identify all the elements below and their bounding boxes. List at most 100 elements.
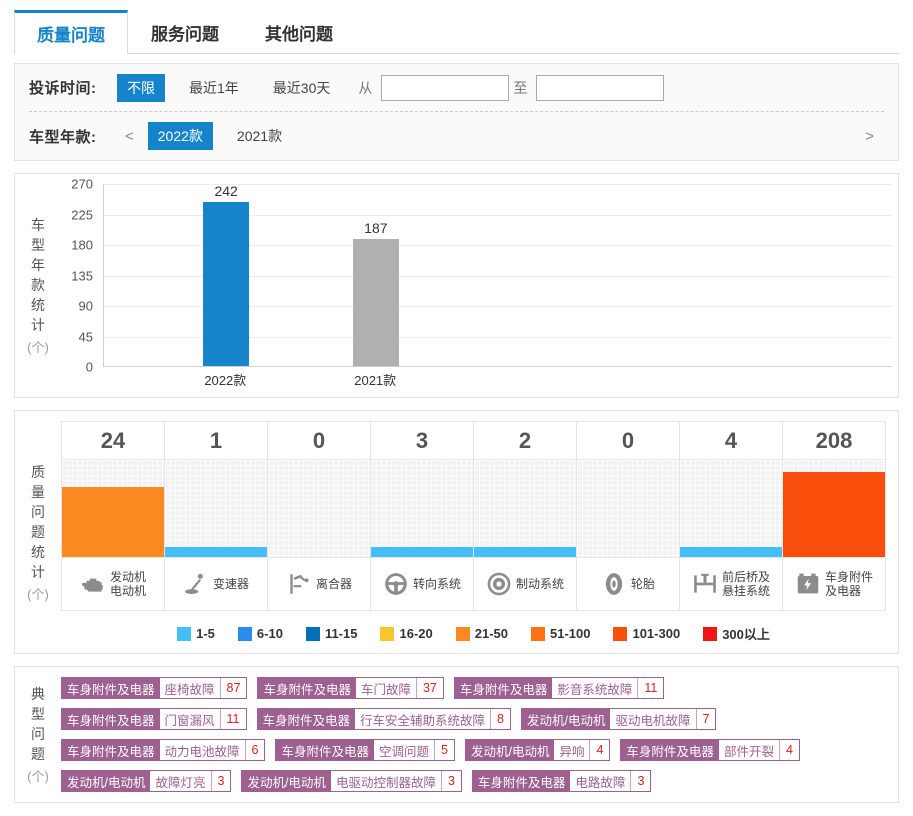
- legend-swatch: [703, 626, 718, 641]
- suspension-icon: [692, 571, 718, 597]
- y-tick: 90: [78, 298, 93, 314]
- quality-stats-card: 质量问题统计 (个) 24 发动机 电动机 1 变速器 0 离合器 3 转向系统 2 制动系统 0 轮…: [14, 410, 899, 654]
- to-label: 至: [513, 79, 528, 96]
- year-option-2022款[interactable]: 2022款: [147, 122, 213, 150]
- tag-count: 6: [251, 743, 259, 757]
- quality-footer: 制动系统: [474, 558, 576, 610]
- quality-bar-track: [165, 460, 267, 558]
- filter-row-year: 车型年款: < 2022款 2021款 >: [29, 112, 884, 160]
- problem-tag[interactable]: 车身附件及电器 空调问题 5: [275, 739, 455, 761]
- legend-item-6[interactable]: 101-300: [613, 626, 680, 641]
- tag-problem: 车门故障: [356, 678, 417, 698]
- legend-label: 11-15: [324, 626, 358, 641]
- year-option-group: 2022款 2021款: [147, 122, 306, 150]
- tab-1[interactable]: 服务问题: [128, 11, 242, 53]
- quality-column-7[interactable]: 208 车身附件 及电器: [783, 422, 886, 610]
- quality-column-5[interactable]: 0 轮胎: [577, 422, 680, 610]
- quality-count: 0: [268, 422, 370, 460]
- legend-item-0[interactable]: 1-5: [177, 626, 215, 641]
- tab-bar: 质量问题 服务问题 其他问题: [14, 10, 899, 54]
- legend-item-4[interactable]: 21-50: [455, 626, 508, 641]
- problem-tag[interactable]: 车身附件及电器 电路故障 3: [471, 770, 652, 792]
- quality-column-6[interactable]: 4 前后桥及 悬挂系统: [680, 422, 783, 610]
- tag-category: 车身附件及电器: [258, 678, 356, 698]
- legend-label: 16-20: [399, 626, 433, 641]
- gridline: [104, 245, 892, 246]
- quality-bar-track: [268, 460, 370, 558]
- time-option-最近1年[interactable]: 最近1年: [189, 79, 239, 96]
- quality-column-3[interactable]: 3 转向系统: [371, 422, 474, 610]
- quality-count: 2: [474, 422, 576, 460]
- tag-problem: 门窗漏风: [160, 709, 221, 729]
- engine-icon: [80, 571, 106, 597]
- tag-count: 11: [226, 712, 240, 726]
- legend-label: 21-50: [474, 626, 508, 641]
- quality-grid-area: 24 发动机 电动机 1 变速器 0 离合器 3 转向系统 2 制动系统 0 轮胎 4 前后桥及 悬挂系统…: [61, 411, 898, 653]
- legend-item-7[interactable]: 300以上: [703, 624, 770, 643]
- quality-system-label: 前后桥及 悬挂系统: [721, 570, 770, 598]
- next-year-arrow-icon[interactable]: >: [865, 127, 874, 145]
- tag-problem: 异响: [554, 740, 591, 760]
- legend-item-2[interactable]: 11-15: [305, 626, 358, 641]
- problem-tag[interactable]: 车身附件及电器 动力电池故障 6: [61, 739, 266, 761]
- problem-tag[interactable]: 发动机/电动机 故障灯亮 3: [61, 770, 232, 792]
- quality-side-text: 质量问题统计: [31, 463, 45, 580]
- quality-column-2[interactable]: 0 离合器: [268, 422, 371, 610]
- tag-count: 3: [217, 774, 225, 788]
- legend-item-5[interactable]: 51-100: [530, 626, 591, 641]
- problem-tag[interactable]: 车身附件及电器 座椅故障 87: [61, 677, 248, 699]
- quality-column-0[interactable]: 24 发动机 电动机: [62, 422, 165, 610]
- quality-count: 24: [62, 422, 164, 460]
- problem-tag[interactable]: 车身附件及电器 部件开裂 4: [620, 739, 800, 761]
- quality-count: 0: [577, 422, 679, 460]
- tag-category: 车身附件及电器: [454, 678, 553, 698]
- quality-system-label: 发动机 电动机: [109, 570, 146, 598]
- problem-tag[interactable]: 车身附件及电器 车门故障 37: [257, 677, 444, 699]
- prev-year-arrow-icon[interactable]: <: [125, 127, 134, 145]
- legend-item-1[interactable]: 6-10: [237, 626, 283, 641]
- problem-tag[interactable]: 车身附件及电器 影音系统故障 11: [453, 677, 665, 699]
- legend-label: 300以上: [722, 627, 770, 642]
- year-chart-area: 0 45 90 135 180 225 270 242 187 2022款 2021款: [61, 174, 898, 397]
- legend-swatch: [380, 626, 395, 641]
- tag-count: 4: [785, 743, 793, 757]
- date-to-input[interactable]: [536, 74, 665, 101]
- time-option-不限[interactable]: 不限: [117, 73, 165, 102]
- date-from-input[interactable]: [381, 74, 510, 101]
- legend-label: 1-5: [196, 626, 215, 641]
- page-root: 质量问题 服务问题 其他问题 投诉时间: 不限 最近1年 最近30天 从 至 车型年款:…: [0, 10, 913, 816]
- time-option-最近30天[interactable]: 最近30天: [272, 79, 331, 96]
- quality-bar-track: [62, 460, 164, 558]
- problem-tag[interactable]: 车身附件及电器 门窗漏风 11: [61, 708, 247, 730]
- problem-tag[interactable]: 车身附件及电器 行车安全辅助系统故障 8: [256, 708, 511, 730]
- legend-label: 51-100: [549, 626, 591, 641]
- tag-count: 7: [702, 712, 710, 726]
- quality-column-4[interactable]: 2 制动系统: [474, 422, 577, 610]
- plot-area: 242 187: [103, 183, 892, 367]
- quality-bar: [680, 547, 782, 557]
- quality-column-1[interactable]: 1 变速器: [165, 422, 268, 610]
- year-option-2021款[interactable]: 2021款: [236, 128, 283, 144]
- bar-2021款[interactable]: 187: [352, 220, 399, 366]
- quality-bar-track: [577, 460, 679, 558]
- tab-2[interactable]: 其他问题: [242, 11, 356, 53]
- tag-row-1: 车身附件及电器 门窗漏风 11 车身附件及电器 行车安全辅助系统故障 8 发动机/电动机 驱动…: [61, 708, 888, 730]
- year-chart-card: 车型年款统计 (个) 0 45 90 135 180 225 270 242 187 2022…: [14, 173, 899, 398]
- quality-grid: 24 发动机 电动机 1 变速器 0 离合器 3 转向系统 2 制动系统 0 轮胎 4 前后桥及 悬挂系统…: [61, 421, 886, 611]
- tag-category: 发动机/电动机: [522, 709, 611, 729]
- bar-2022款[interactable]: 242: [203, 183, 250, 366]
- tag-count: 3: [637, 774, 645, 788]
- y-tick: 135: [71, 268, 93, 283]
- legend-item-3[interactable]: 16-20: [380, 626, 433, 641]
- problem-tag[interactable]: 发动机/电动机 电驱动控制器故障 3: [241, 770, 462, 792]
- tag-category: 车身附件及电器: [62, 678, 160, 698]
- quality-count: 1: [165, 422, 267, 460]
- tab-0[interactable]: 质量问题: [14, 10, 128, 54]
- quality-footer: 发动机 电动机: [62, 558, 164, 610]
- problem-tag[interactable]: 发动机/电动机 异响 4: [464, 739, 611, 761]
- tag-count: 11: [644, 681, 658, 695]
- tag-problem: 座椅故障: [160, 678, 221, 698]
- tag-category: 车身附件及电器: [257, 709, 356, 729]
- tag-count: 8: [497, 712, 504, 726]
- problem-tag[interactable]: 发动机/电动机 驱动电机故障 7: [521, 708, 717, 730]
